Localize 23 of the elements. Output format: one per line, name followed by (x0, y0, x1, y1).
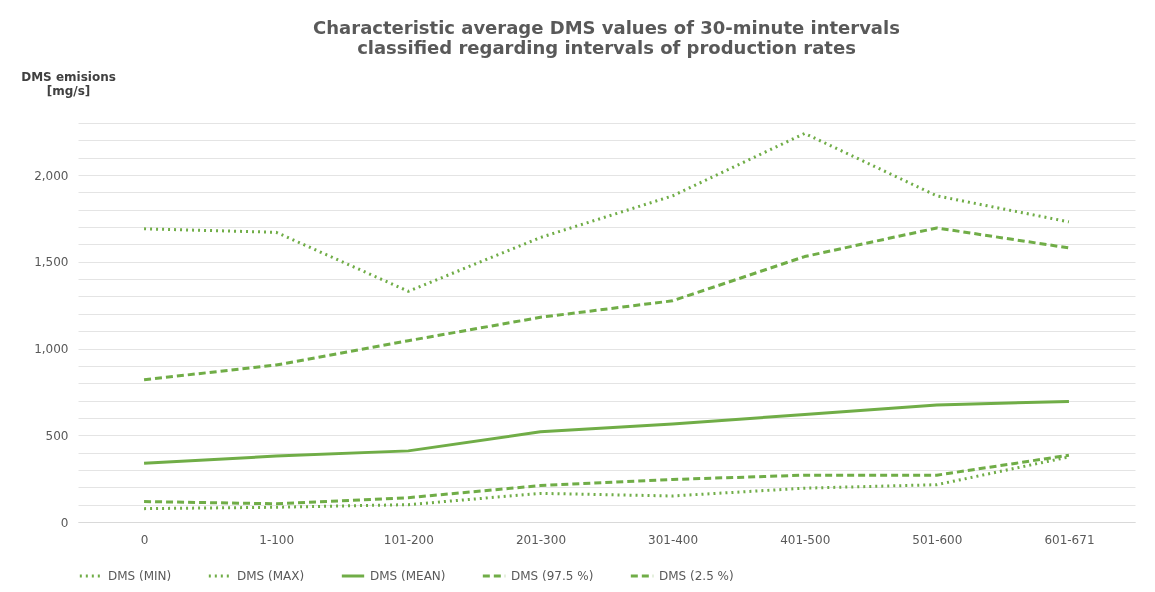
line-series (142, 226, 1071, 382)
x-tick-label: 401-500 (780, 532, 831, 547)
y-tick-label: 1,500 (34, 255, 69, 270)
legend-label: DMS (97.5 %) (511, 569, 594, 583)
y-tick-label: 1,000 (34, 342, 69, 357)
x-tick-label: 301-400 (647, 532, 699, 547)
legend-label: DMS (MAX) (237, 569, 305, 583)
y-axis-title: DMS emisions [mg/s] (21, 69, 116, 98)
y-tick-label: 500 (45, 428, 69, 443)
x-tick-label: 101-200 (383, 532, 434, 547)
x-tick-label: 601-671 (1044, 532, 1095, 547)
legend-label: DMS (MIN) (108, 569, 172, 583)
line-series (142, 131, 1071, 293)
legend-label: DMS (2.5 %) (659, 569, 734, 583)
x-tick-label: 201-300 (515, 532, 567, 547)
y-tick-label: 0 (60, 515, 69, 530)
y-tick-label: 2,000 (34, 168, 69, 183)
x-tick-label: 0 (140, 532, 149, 547)
x-tick-label: 501-600 (912, 532, 963, 547)
line-series (142, 399, 1071, 465)
legend-label: DMS (MEAN) (370, 569, 446, 583)
x-tick-label: 1-100 (259, 532, 295, 547)
chart-title: Characteristic average DMS values of 30-minute intervals classified regarding intervals of production rates (313, 17, 900, 58)
